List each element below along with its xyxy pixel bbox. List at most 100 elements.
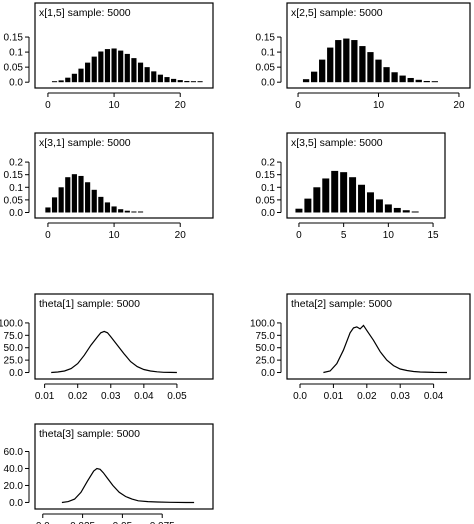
x-tick-label: 10 (109, 230, 121, 241)
x-tick-label: 10 (383, 230, 395, 241)
bar (402, 210, 410, 213)
panel-title: x[3,5] sample: 5000 (291, 137, 383, 149)
y-tick-label: 75.0 (256, 331, 276, 342)
x-tick-label: 20 (175, 230, 187, 241)
bar (322, 178, 330, 213)
bar (65, 77, 71, 83)
bar (399, 75, 406, 83)
x-tick-label: 0 (45, 100, 51, 111)
panel-frame (34, 132, 214, 219)
y-tick-label: 0.0 (261, 78, 275, 89)
bar (118, 209, 124, 213)
bar (58, 187, 64, 213)
x-tick-label: 0.02 (357, 391, 377, 402)
x-tick-label: 10 (109, 100, 121, 111)
density-curve (323, 324, 448, 374)
chart-panel-5: theta[1] sample: 5000 0.025.0 50.075.0 100.… (0, 293, 214, 402)
x-tick-label: 0.01 (35, 391, 55, 402)
panel-frame (286, 132, 446, 219)
y-tick-label: 0.0 (9, 208, 23, 219)
bar (431, 81, 438, 83)
x-tick-label: 0.0 (293, 391, 307, 402)
bar (411, 211, 419, 213)
bar (375, 59, 382, 83)
bar (78, 68, 84, 83)
panel-title: x[3,1] sample: 5000 (39, 137, 131, 149)
bar (177, 80, 183, 83)
x-tick-label: 20 (453, 100, 465, 111)
bar (349, 177, 357, 213)
chart-panel-4: x[3,5] sample: 5000 0.0 0.050.1 0.150.2 0 5 10… (256, 132, 446, 241)
chart-panel-3: x[3,1] sample: 5000 0.0 0.050.1 0.150.2 0 10 2… (4, 132, 214, 241)
y-tick-label: 50.0 (256, 343, 276, 354)
y-tick-label: 0.1 (261, 183, 275, 194)
y-tick-label: 0.15 (256, 170, 276, 181)
x-tick-label: 0.025 (70, 521, 95, 524)
y-tick-label: 0.1 (9, 183, 23, 194)
bar (91, 56, 97, 83)
bar (118, 50, 124, 83)
panel-title: theta[3] sample: 5000 (39, 428, 140, 440)
bar (144, 67, 150, 83)
panel-title: theta[1] sample: 5000 (39, 298, 140, 310)
bar (104, 49, 111, 83)
y-tick-label: 20.0 (4, 481, 24, 492)
x-tick-label: 0.03 (390, 391, 410, 402)
bar (366, 192, 374, 213)
x-tick-label: 0.05 (167, 391, 187, 402)
x-tick-label: 0.075 (150, 521, 175, 524)
chart-panel-2: x[2,5] sample: 5000 0.0 0.05 0.1 0.15 0 10 20 (256, 2, 471, 111)
panel-frame (34, 423, 214, 510)
y-tick-label: 60.0 (4, 447, 24, 458)
bar (85, 182, 91, 213)
chart-panel-1: x[1,5] sample: 5000 0.0 0.05 0.1 0.15 0 10 20 (4, 2, 214, 111)
panel-frame (34, 2, 214, 89)
bar (85, 62, 91, 83)
bar (383, 67, 390, 83)
panel-title: x[2,5] sample: 5000 (291, 7, 383, 19)
x-tick-label: 0.04 (424, 391, 444, 402)
y-tick-label: 0.1 (9, 48, 23, 59)
bar (71, 174, 77, 213)
bar (295, 208, 303, 213)
bar (304, 198, 312, 213)
x-tick-label: 0 (295, 100, 301, 111)
bar (124, 53, 130, 83)
x-tick-label: 0 (45, 230, 51, 241)
bar (164, 77, 170, 83)
y-tick-label: 0.0 (261, 208, 275, 219)
y-tick-label: 0.05 (4, 195, 24, 206)
bar (358, 184, 366, 213)
y-tick-label: 0.0 (261, 368, 275, 379)
bar (359, 46, 366, 83)
panel-frame (34, 293, 214, 380)
bar (302, 79, 310, 83)
panel-frame (286, 2, 471, 89)
y-tick-label: 100.0 (250, 318, 275, 329)
bar (393, 207, 401, 213)
panel-frame (286, 293, 471, 380)
x-tick-label: 10 (373, 100, 385, 111)
x-tick-label: 0.05 (113, 521, 133, 524)
bar (367, 52, 374, 83)
x-tick-label: 0.0 (36, 521, 50, 524)
x-tick-label: 0 (296, 230, 302, 241)
y-tick-label: 40.0 (4, 464, 24, 475)
bar (157, 74, 163, 83)
bar (98, 196, 104, 213)
y-tick-label: 0.0 (9, 368, 23, 379)
bar (407, 77, 414, 83)
bar (351, 40, 358, 83)
bar (58, 80, 64, 83)
x-tick-label: 5 (341, 230, 347, 241)
bar (335, 40, 342, 83)
y-tick-label: 100.0 (0, 318, 23, 329)
y-tick-label: 0.2 (261, 158, 275, 169)
chart-panel-6: theta[2] sample: 50000.025.050.075.0100.… (250, 293, 471, 402)
bar (391, 72, 398, 83)
y-tick-label: 0.15 (4, 33, 24, 44)
y-tick-label: 25.0 (256, 356, 276, 367)
y-tick-label: 0.05 (256, 195, 276, 206)
bar (310, 71, 318, 83)
